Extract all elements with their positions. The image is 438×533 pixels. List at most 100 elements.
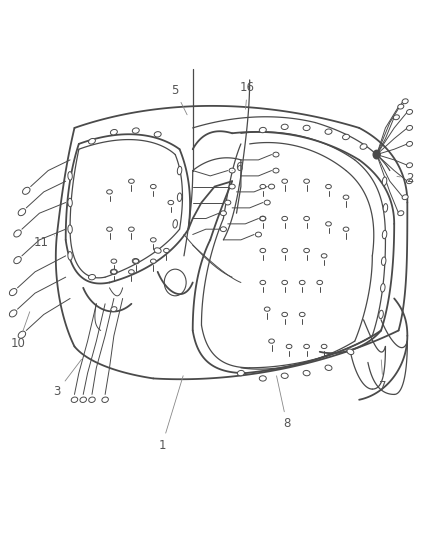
Ellipse shape	[225, 200, 231, 205]
Ellipse shape	[360, 144, 367, 149]
Ellipse shape	[88, 274, 95, 280]
Ellipse shape	[303, 125, 310, 131]
Ellipse shape	[281, 124, 288, 130]
Ellipse shape	[286, 344, 292, 349]
Ellipse shape	[133, 259, 138, 263]
Ellipse shape	[110, 130, 117, 135]
Ellipse shape	[343, 227, 349, 231]
Ellipse shape	[406, 109, 413, 115]
Ellipse shape	[343, 195, 349, 199]
Ellipse shape	[343, 134, 350, 140]
Ellipse shape	[88, 139, 95, 144]
Ellipse shape	[383, 204, 388, 212]
Ellipse shape	[265, 307, 270, 311]
Text: 3: 3	[53, 359, 81, 398]
Ellipse shape	[304, 216, 309, 221]
Ellipse shape	[260, 280, 265, 285]
Text: 8: 8	[276, 376, 290, 430]
Ellipse shape	[150, 259, 156, 263]
Ellipse shape	[14, 230, 21, 237]
Ellipse shape	[68, 172, 72, 180]
Ellipse shape	[269, 339, 274, 343]
Ellipse shape	[150, 184, 156, 189]
Ellipse shape	[260, 216, 266, 221]
Ellipse shape	[321, 254, 327, 258]
Ellipse shape	[282, 216, 287, 221]
Ellipse shape	[382, 177, 387, 185]
Ellipse shape	[132, 259, 139, 264]
Ellipse shape	[111, 306, 117, 312]
Text: 11: 11	[34, 236, 54, 249]
Ellipse shape	[260, 248, 265, 253]
Ellipse shape	[14, 256, 21, 264]
Ellipse shape	[154, 248, 161, 253]
Ellipse shape	[22, 187, 30, 195]
Ellipse shape	[9, 310, 17, 317]
Ellipse shape	[406, 125, 413, 131]
Text: 16: 16	[240, 82, 255, 109]
Ellipse shape	[299, 312, 305, 317]
Text: 1: 1	[158, 376, 183, 451]
Text: 5: 5	[172, 84, 187, 115]
Ellipse shape	[402, 99, 408, 104]
Ellipse shape	[398, 211, 404, 216]
Ellipse shape	[382, 230, 387, 239]
Text: 2: 2	[397, 172, 413, 185]
Ellipse shape	[326, 222, 331, 226]
Ellipse shape	[326, 184, 331, 189]
Ellipse shape	[406, 163, 413, 168]
Ellipse shape	[398, 104, 404, 109]
Ellipse shape	[255, 232, 261, 237]
Ellipse shape	[9, 288, 17, 296]
Ellipse shape	[273, 152, 279, 157]
Ellipse shape	[282, 312, 287, 317]
Ellipse shape	[281, 373, 288, 378]
Ellipse shape	[154, 132, 161, 137]
Ellipse shape	[379, 310, 383, 319]
Ellipse shape	[260, 216, 265, 221]
Ellipse shape	[71, 397, 78, 402]
Ellipse shape	[102, 397, 108, 402]
Ellipse shape	[304, 344, 309, 349]
Ellipse shape	[259, 376, 266, 381]
Ellipse shape	[282, 248, 287, 253]
Text: 7: 7	[379, 360, 387, 393]
Ellipse shape	[260, 184, 265, 189]
Ellipse shape	[129, 227, 134, 231]
Ellipse shape	[107, 227, 112, 231]
Ellipse shape	[220, 227, 226, 232]
Text: 10: 10	[11, 312, 30, 350]
Ellipse shape	[325, 365, 332, 370]
Ellipse shape	[168, 200, 173, 205]
Ellipse shape	[229, 168, 235, 173]
Ellipse shape	[68, 225, 72, 233]
Ellipse shape	[111, 259, 117, 263]
Ellipse shape	[381, 284, 385, 292]
Ellipse shape	[177, 193, 182, 201]
Ellipse shape	[303, 370, 310, 376]
Ellipse shape	[259, 127, 266, 133]
Ellipse shape	[402, 195, 408, 200]
Ellipse shape	[129, 179, 134, 183]
Ellipse shape	[107, 190, 112, 194]
Ellipse shape	[393, 115, 399, 120]
Ellipse shape	[304, 248, 309, 253]
Ellipse shape	[68, 252, 72, 260]
Ellipse shape	[132, 128, 139, 133]
Ellipse shape	[18, 208, 26, 216]
Ellipse shape	[282, 280, 287, 285]
Ellipse shape	[237, 370, 244, 376]
Ellipse shape	[282, 179, 287, 183]
Ellipse shape	[220, 211, 226, 216]
Ellipse shape	[68, 198, 72, 207]
Ellipse shape	[406, 179, 413, 184]
Ellipse shape	[321, 344, 327, 349]
Ellipse shape	[173, 220, 177, 228]
Ellipse shape	[177, 166, 182, 175]
Ellipse shape	[18, 331, 26, 338]
Ellipse shape	[264, 200, 270, 205]
Ellipse shape	[110, 269, 117, 274]
Ellipse shape	[406, 141, 413, 147]
Ellipse shape	[317, 280, 322, 285]
Ellipse shape	[268, 184, 275, 189]
